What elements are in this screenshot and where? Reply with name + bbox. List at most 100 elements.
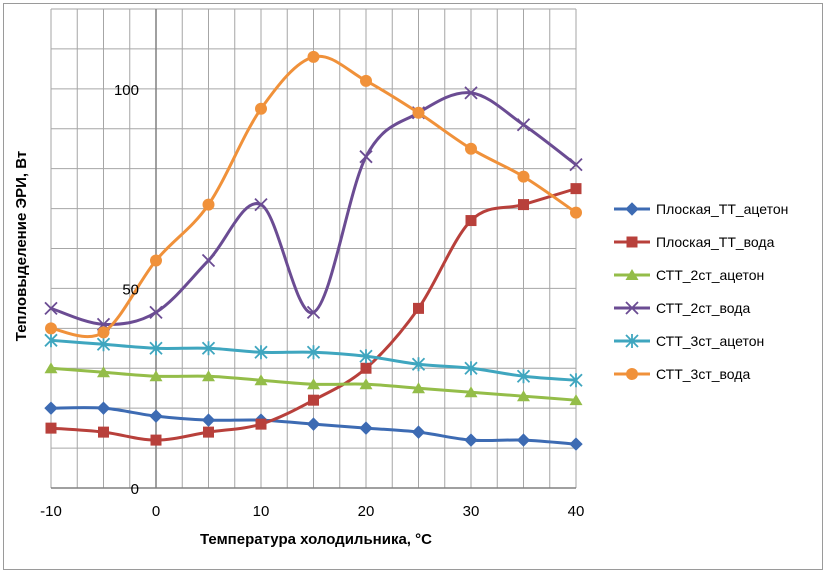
data-point — [516, 433, 531, 447]
x-tick-label: 30 — [463, 503, 480, 520]
data-point — [308, 394, 319, 406]
data-point — [254, 197, 268, 212]
y-tick-label: 100 — [114, 82, 139, 99]
data-point — [44, 333, 58, 348]
data-point — [359, 421, 373, 435]
series-2 — [45, 183, 582, 446]
series-line — [50, 54, 577, 339]
data-point — [44, 401, 58, 415]
legend-label: СТТ_3ст_ацетон — [656, 333, 764, 349]
data-point — [97, 366, 110, 378]
series-1 — [44, 401, 583, 451]
data-point — [306, 305, 321, 320]
axes — [51, 9, 576, 489]
data-point — [569, 373, 583, 388]
data-point — [360, 362, 372, 374]
series-lines — [44, 50, 583, 451]
data-point — [359, 150, 373, 164]
data-point — [202, 370, 215, 382]
data-point — [359, 349, 373, 364]
data-point — [517, 390, 530, 402]
data-point — [412, 382, 425, 394]
data-point — [201, 341, 216, 356]
legend-marker — [625, 202, 639, 216]
data-point — [412, 106, 425, 119]
data-point — [516, 118, 531, 132]
data-point — [307, 50, 320, 63]
data-point — [413, 302, 424, 314]
data-point — [464, 361, 478, 376]
series-3 — [44, 362, 583, 406]
data-point — [45, 422, 57, 434]
data-point — [516, 369, 531, 384]
data-point — [306, 345, 321, 360]
data-point — [149, 341, 163, 356]
data-point — [464, 433, 478, 447]
data-point — [254, 345, 268, 360]
legend-entry: СТТ_2ст_ацетон — [614, 267, 764, 283]
y-axis-label: Тепловыделение ЭРИ, Вт — [13, 151, 30, 341]
data-point — [202, 198, 215, 211]
data-point — [149, 305, 163, 320]
x-tick-label: 40 — [568, 503, 585, 520]
data-point — [98, 426, 109, 438]
legend-label: СТТ_2ст_ацетон — [656, 267, 764, 283]
data-point — [44, 301, 58, 316]
data-point — [360, 74, 372, 87]
legend-marker — [625, 301, 639, 315]
chart-frame: -10 0 10 20 30 40 0 50 100 Температура холодильн… — [3, 3, 823, 570]
x-axis-label: Температура холодильника, °С — [200, 531, 432, 548]
data-point — [465, 215, 477, 227]
legend-entry: СТТ_3ст_ацетон — [614, 333, 764, 349]
series-6 — [45, 50, 582, 339]
data-point — [45, 322, 57, 335]
series-4 — [44, 86, 583, 331]
data-point — [254, 374, 268, 386]
x-tick-label: 20 — [358, 503, 375, 520]
data-point — [44, 362, 58, 374]
data-point — [518, 199, 529, 211]
data-point — [149, 409, 163, 423]
x-tick-label: 10 — [253, 503, 270, 520]
data-point — [570, 183, 582, 195]
data-point — [149, 370, 163, 382]
data-point — [411, 357, 426, 372]
data-point — [150, 434, 162, 446]
data-point — [201, 253, 216, 268]
legend-marker — [625, 334, 639, 348]
series-5 — [44, 333, 583, 388]
data-point — [517, 170, 530, 183]
data-point — [359, 378, 373, 390]
legend-marker — [625, 269, 639, 280]
legend-entry: СТТ_3ст_вода — [614, 366, 750, 382]
data-point — [96, 401, 111, 415]
y-tick-label: 50 — [122, 281, 139, 298]
legend-label: Плоская_ТТ_ацетон — [656, 201, 788, 217]
tick-labels: -10 0 10 20 30 40 0 50 100 — [40, 82, 584, 520]
data-point — [255, 102, 267, 115]
data-point — [570, 206, 582, 219]
data-point — [464, 386, 478, 398]
data-point — [150, 254, 162, 267]
data-point — [569, 437, 583, 451]
legend-entry: Плоская_ТТ_вода — [614, 234, 775, 250]
data-point — [569, 394, 583, 406]
data-point — [465, 142, 477, 155]
data-point — [411, 425, 426, 439]
legend-marker — [626, 236, 638, 248]
data-point — [306, 417, 321, 431]
legend-entry: Плоская_ТТ_ацетон — [614, 201, 788, 217]
legend-entry: СТТ_2ст_вода — [614, 300, 750, 316]
x-tick-label: -10 — [40, 503, 62, 520]
legend-marker — [626, 368, 638, 380]
data-point — [255, 418, 267, 430]
data-point — [307, 378, 320, 390]
legend-label: СТТ_3ст_вода — [656, 366, 750, 382]
data-point — [203, 426, 214, 438]
data-point — [97, 326, 110, 339]
data-point — [201, 413, 216, 427]
legend-label: Плоская_ТТ_вода — [656, 234, 775, 250]
y-tick-label: 0 — [131, 481, 139, 498]
legend: Плоская_ТТ_ацетон Плоская_ТТ_вода СТТ_2ст_… — [614, 201, 788, 382]
data-point — [569, 158, 583, 172]
